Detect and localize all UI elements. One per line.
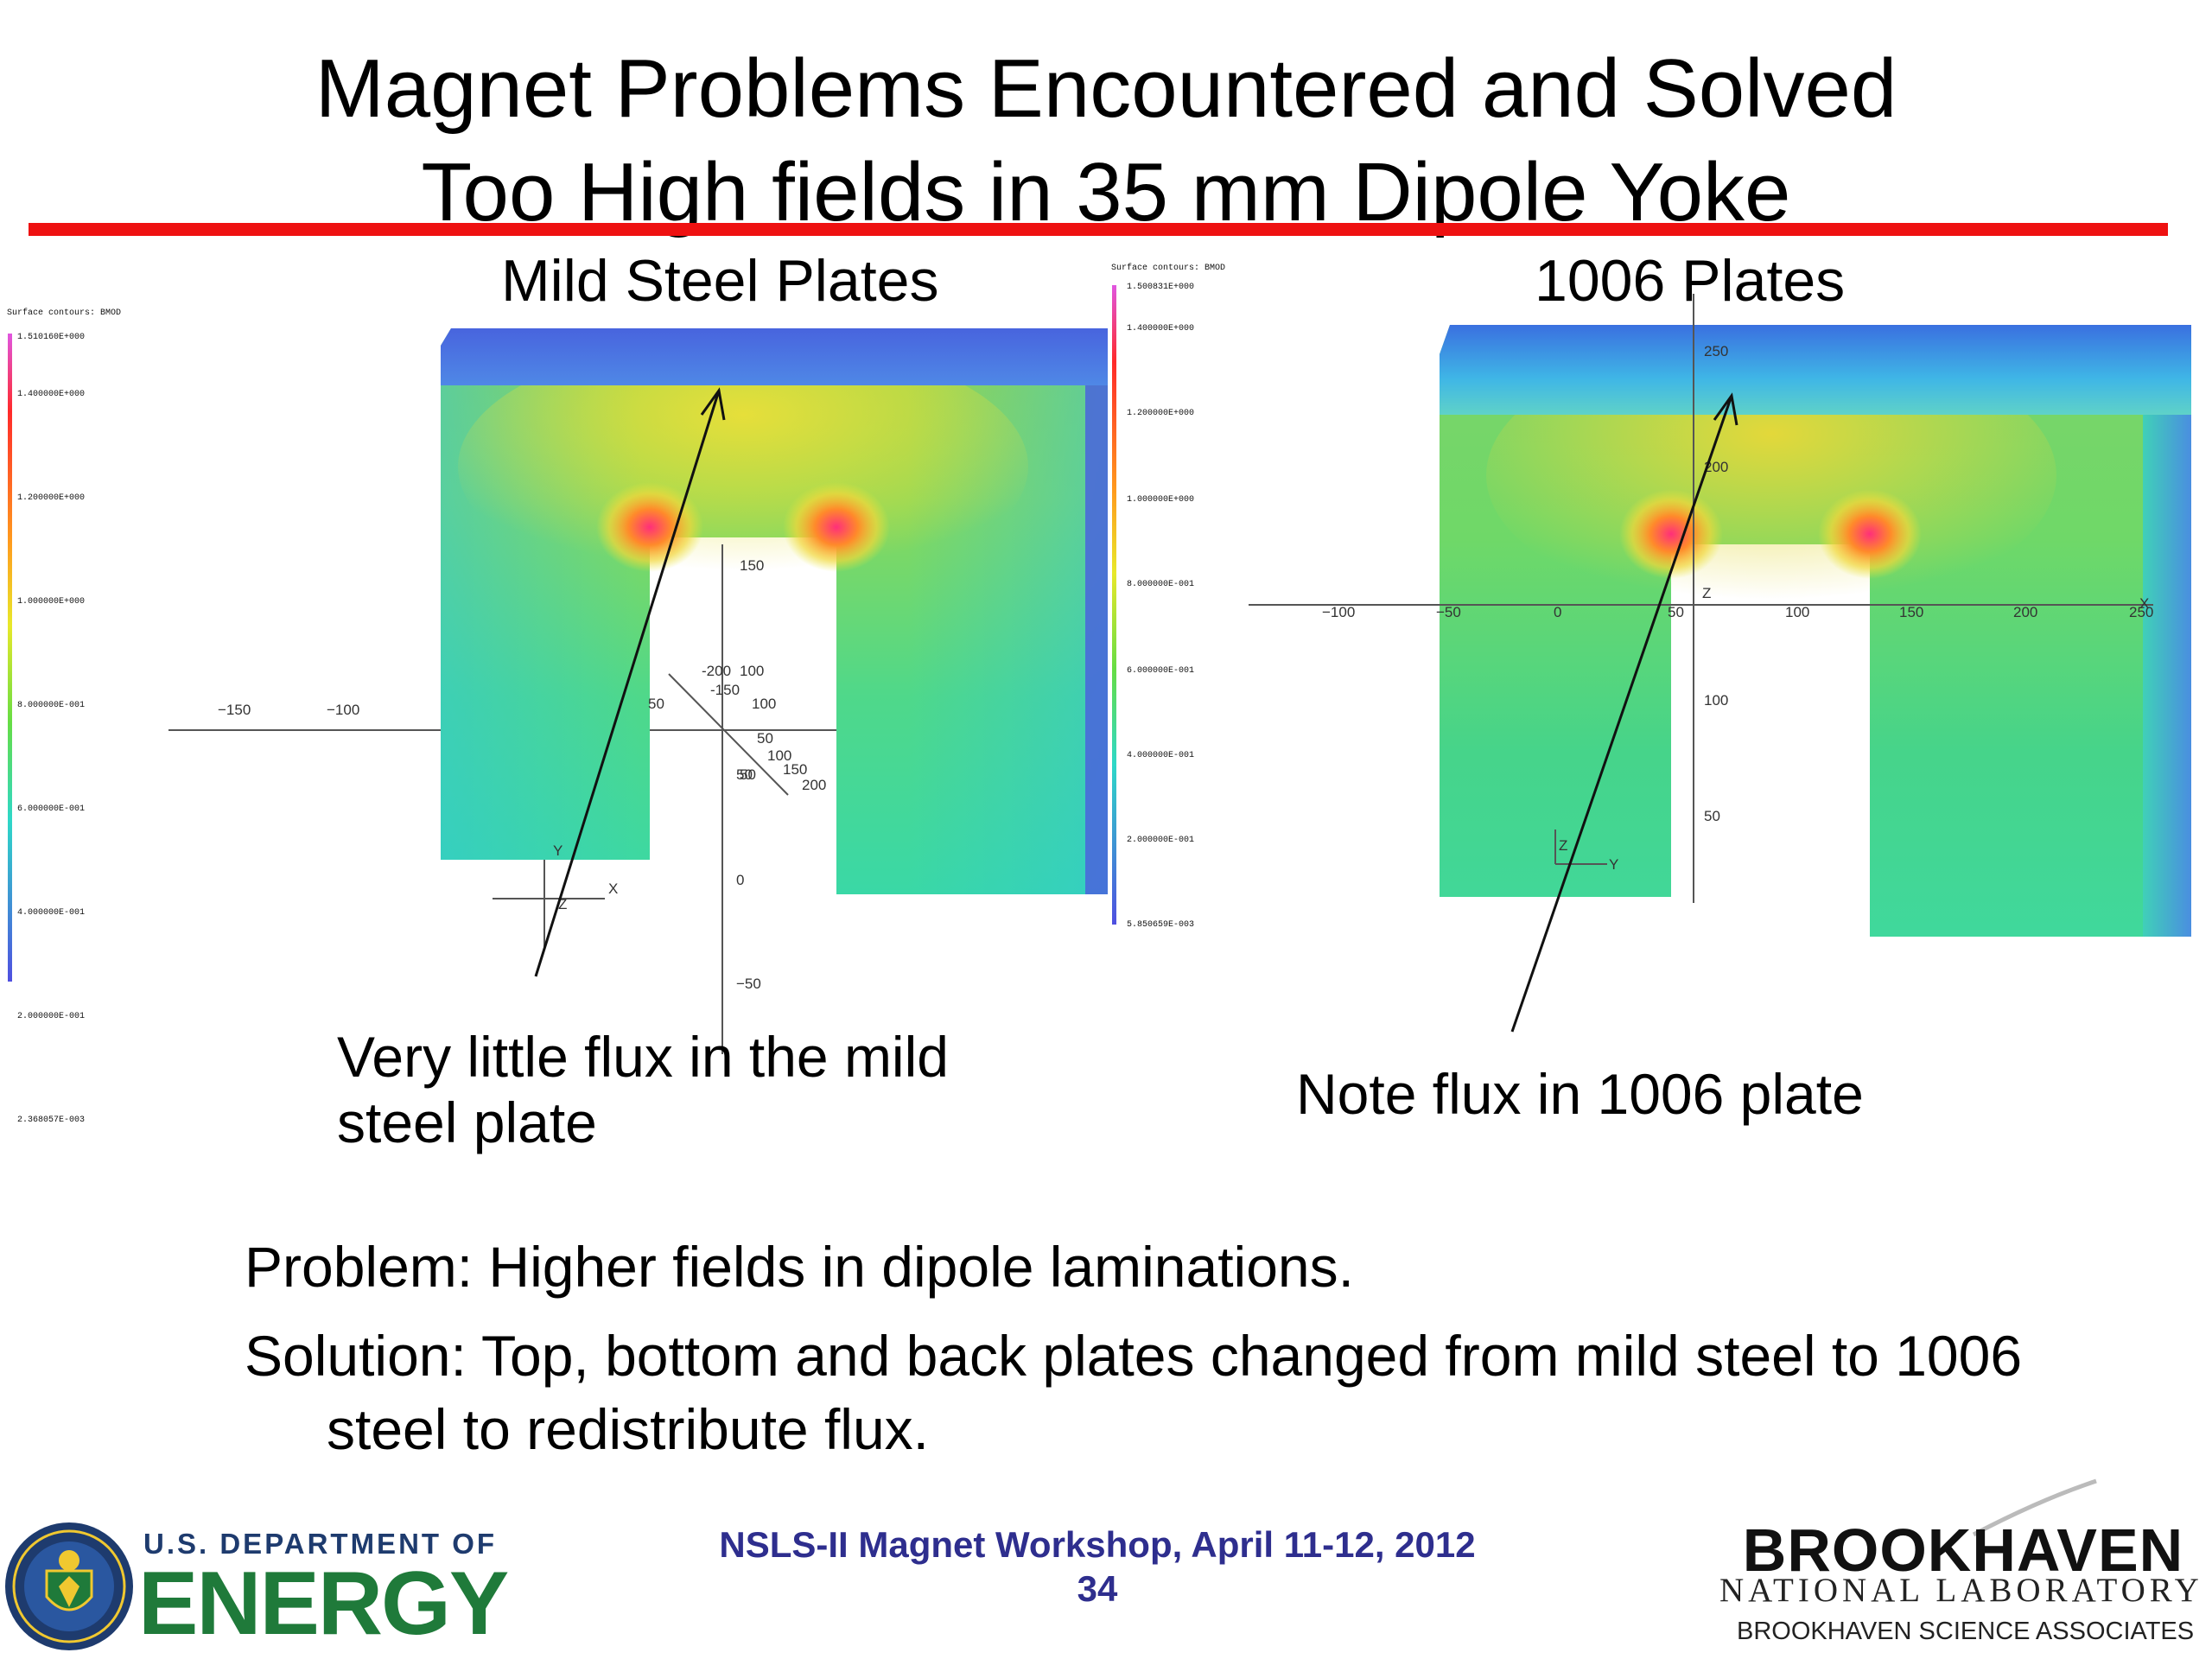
left-axes	[168, 544, 836, 1054]
axis-label: 0	[1554, 604, 1561, 620]
left-panel-label: Mild Steel Plates	[501, 248, 939, 314]
problem-text: Problem: Higher fields in dipole laminat…	[245, 1235, 1354, 1299]
right-top-plate	[1440, 325, 2191, 415]
axis-label: 50	[1668, 604, 1684, 620]
right-callout-arrow	[1510, 395, 1733, 1033]
axis-label: 200	[2013, 604, 2037, 620]
doe-wordmark-line-1: U.S. DEPARTMENT OF	[143, 1528, 498, 1560]
left-legend-value: 2.000000E-001	[17, 1012, 85, 1021]
left-callout-arrowhead	[700, 387, 726, 421]
left-legend-value: 4.000000E-001	[17, 908, 85, 918]
right-legend-value: 4.000000E-001	[1127, 751, 1194, 760]
left-legend-value: 1.000000E+000	[17, 597, 85, 607]
left-top-plate	[441, 328, 1108, 385]
left-hotspot-right	[783, 482, 890, 572]
axis-label: Y	[1609, 856, 1618, 873]
axis-label: -200	[702, 663, 731, 679]
solution-text-line-2: steel to redistribute flux.	[327, 1397, 929, 1461]
left-legend-colorbar	[8, 334, 12, 982]
axis-label: −150	[218, 702, 251, 718]
axis-label: 50	[1704, 808, 1720, 824]
axis-label: 100	[1785, 604, 1809, 620]
axis-label: 150	[740, 557, 764, 574]
axis-label: 100	[1704, 692, 1728, 709]
axis-label: Z	[558, 896, 567, 912]
right-legend-value: 1.000000E+000	[1127, 495, 1194, 505]
axis-label: Z	[1559, 837, 1567, 854]
right-legend-title: Surface contours: BMOD	[1111, 263, 1225, 273]
axis-label: 100	[740, 663, 764, 679]
right-legend-value: 1.200000E+000	[1127, 409, 1194, 418]
axis-label: -150	[710, 682, 740, 698]
axis-label: 0	[736, 872, 744, 888]
axis-label: X	[2139, 595, 2149, 612]
right-back-plate	[2143, 325, 2191, 937]
left-legend-value: 8.000000E-001	[17, 701, 85, 710]
left-legend-value: 1.400000E+000	[17, 390, 85, 399]
right-legend-ticks: 1.500831E+000 1.400000E+000 1.200000E+00…	[1127, 283, 1194, 930]
axis-label: 150	[1899, 604, 1923, 620]
bnl-wordmark-line-1: BROOKHAVEN	[1742, 1516, 2184, 1584]
doe-wordmark-line-2: ENERGY	[138, 1554, 509, 1654]
axis-label: −50	[1436, 604, 1461, 620]
left-back-plate	[1085, 328, 1108, 894]
axis-label: 150	[783, 761, 807, 778]
right-legend-value: 8.000000E-001	[1127, 580, 1194, 589]
left-field-plot: Surface contours: BMOD 1.510160E+000 1.4…	[7, 308, 1108, 1125]
right-caption: Note flux in 1006 plate	[1296, 1062, 1864, 1126]
right-axis-labels: −100 −50 0 50 100 150 200 250 250 200 10…	[1322, 343, 2153, 873]
axis-label: Y	[553, 842, 563, 859]
right-hotspot-left	[1619, 489, 1723, 579]
left-legend-value: 1.200000E+000	[17, 493, 85, 503]
left-callout-arrow	[534, 390, 721, 977]
right-legend-value: 1.500831E+000	[1127, 283, 1194, 292]
right-legend-value: 2.000000E-001	[1127, 836, 1194, 845]
right-axes	[1249, 294, 2153, 903]
doe-seal-logo	[5, 1522, 133, 1650]
axis-label: 100	[752, 696, 776, 712]
axis-label: 200	[1704, 459, 1728, 475]
slide-title-line-1: Magnet Problems Encountered and Solved	[315, 42, 1897, 135]
bnl-science-associates: BROOKHAVEN SCIENCE ASSOCIATES	[1737, 1618, 2195, 1645]
right-hotspot-right	[1818, 489, 1922, 579]
left-legend-value: 1.510160E+000	[17, 333, 85, 342]
axis-label: 50	[736, 766, 753, 783]
page-number: 34	[1077, 1568, 1118, 1609]
left-caption-line-1: Very little flux in the mild	[337, 1025, 949, 1089]
solution-text-line-1: Solution: Top, bottom and back plates ch…	[245, 1324, 2023, 1388]
left-legend-ticks: 1.510160E+000 1.400000E+000 1.200000E+00…	[17, 333, 85, 1125]
left-axis-labels: −150 −100 150 100 50 0 −50 -200 -150 50 …	[218, 557, 826, 992]
left-hotspot-left	[596, 482, 703, 572]
axis-label: 250	[2129, 604, 2153, 620]
right-panel-label: 1006 Plates	[1535, 248, 1846, 314]
left-caption-line-2: steel plate	[337, 1090, 597, 1154]
axis-label: Z	[1702, 585, 1711, 601]
right-legend-value: 5.850659E-003	[1127, 920, 1194, 930]
axis-label: 50	[648, 696, 664, 712]
right-legend-colorbar	[1112, 285, 1116, 925]
right-legend-value: 1.400000E+000	[1127, 324, 1194, 334]
axis-label: 200	[802, 777, 826, 793]
right-legend-value: 6.000000E-001	[1127, 666, 1194, 676]
axis-label: 100	[767, 747, 791, 764]
axis-label: 50	[740, 766, 756, 783]
axis-label: −100	[1322, 604, 1355, 620]
title-divider	[29, 223, 2168, 236]
right-callout-arrowhead	[1713, 392, 1738, 426]
axis-label: −50	[736, 976, 761, 992]
axis-label: X	[608, 880, 618, 897]
right-field-plot: Surface contours: BMOD 1.500831E+000 1.4…	[1111, 263, 2191, 1033]
axis-label: −100	[327, 702, 359, 718]
footer-workshop: NSLS-II Magnet Workshop, April 11-12, 20…	[719, 1524, 1476, 1565]
axis-label: 250	[1704, 343, 1728, 359]
left-legend-value: 6.000000E-001	[17, 804, 85, 814]
left-legend-value: 2.368057E-003	[17, 1116, 85, 1125]
left-legend-title: Surface contours: BMOD	[7, 308, 121, 318]
axis-label: 50	[757, 730, 773, 747]
bnl-swoosh-icon	[1972, 1478, 2097, 1537]
bnl-wordmark-line-2: NATIONAL LABORATORY	[1719, 1572, 2203, 1609]
